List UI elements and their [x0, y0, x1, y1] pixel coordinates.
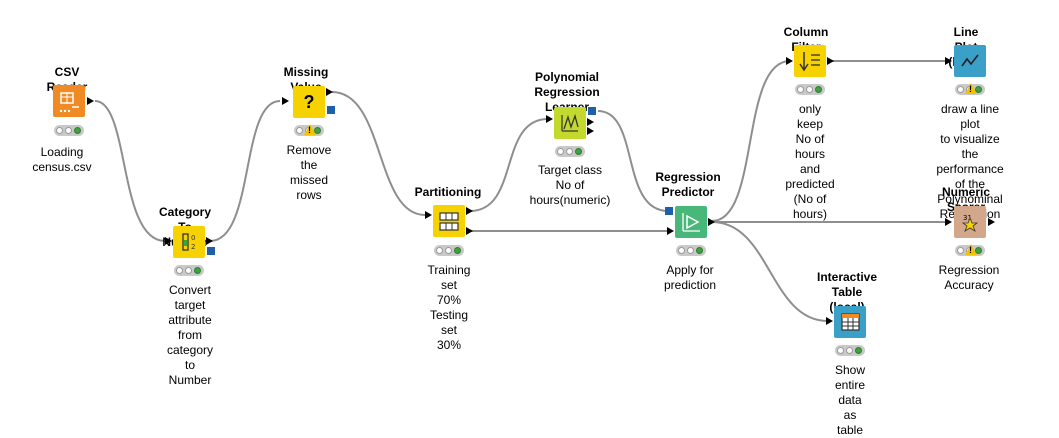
output-port-blue[interactable]	[588, 107, 596, 115]
output-port-first[interactable]	[466, 207, 473, 215]
status-lights	[174, 265, 204, 276]
svg-text:2: 2	[191, 243, 195, 251]
input-port[interactable]	[945, 218, 952, 226]
output-port[interactable]	[988, 218, 995, 226]
partitioning-icon[interactable]	[433, 205, 465, 237]
edge-category-to-missing[interactable]	[209, 100, 281, 242]
node-description: Remove the missed rows	[286, 143, 332, 202]
node-description: Apply for prediction	[663, 263, 717, 292]
status-lights	[555, 146, 585, 157]
node-title: Partitioning	[414, 185, 482, 199]
input-port[interactable]	[165, 237, 172, 245]
edge-csv-to-category[interactable]	[94, 100, 166, 242]
input-port[interactable]	[282, 97, 289, 105]
node-description: Training set 70% Testing set 30%	[427, 263, 471, 352]
output-port[interactable]	[87, 97, 94, 105]
input-port[interactable]	[425, 211, 432, 219]
question-icon[interactable]: ?	[293, 86, 325, 118]
output-port[interactable]	[827, 57, 834, 65]
status-lights	[835, 345, 865, 356]
connections-layer	[94, 60, 945, 322]
polynomial-learner-icon[interactable]	[554, 107, 586, 139]
output-port-blue[interactable]	[207, 247, 215, 255]
output-port-second[interactable]	[587, 127, 594, 135]
edge-predictor-to-filter[interactable]	[711, 60, 791, 222]
output-port[interactable]	[326, 88, 333, 96]
edge-partitioning-to-learner[interactable]	[469, 118, 549, 212]
csv-reader-icon[interactable]	[53, 85, 85, 117]
node-description: Target class No of hours(numeric)	[529, 163, 611, 207]
node-description: Regression Accuracy	[938, 263, 1000, 292]
edge-learner-to-predictor[interactable]	[597, 110, 669, 212]
warning-icon: !	[304, 124, 316, 135]
warning-icon: !	[965, 244, 977, 255]
node-description: Loading census.csv	[32, 145, 92, 174]
input-port[interactable]	[667, 227, 674, 235]
output-port[interactable]	[206, 237, 213, 245]
edge-missing-to-partitioning[interactable]	[331, 91, 426, 216]
output-port-blue[interactable]	[327, 106, 335, 114]
output-port[interactable]	[708, 218, 715, 226]
output-port-second[interactable]	[466, 227, 473, 235]
column-filter-icon[interactable]	[794, 45, 826, 77]
output-port[interactable]	[587, 118, 594, 126]
input-port[interactable]	[546, 115, 553, 123]
input-port[interactable]	[786, 57, 793, 65]
node-title: Regression Predictor	[655, 170, 721, 199]
input-port-blue[interactable]	[665, 207, 673, 215]
status-lights	[676, 245, 706, 256]
category-to-number-icon[interactable]: 0 2	[173, 226, 205, 258]
table-icon[interactable]	[834, 306, 866, 338]
svg-text:0: 0	[191, 234, 195, 242]
node-description: Show entire data as table	[834, 363, 866, 437]
node-description: only keep No of hours and predicted (No …	[785, 102, 835, 221]
status-lights	[434, 245, 464, 256]
scorer-glyph: 31	[963, 214, 972, 222]
status-lights	[795, 84, 825, 95]
line-plot-icon[interactable]	[954, 45, 986, 77]
input-port[interactable]	[945, 57, 952, 65]
input-port[interactable]	[826, 317, 833, 325]
scorer-icon[interactable]: 31	[954, 206, 986, 238]
predictor-icon[interactable]	[675, 206, 707, 238]
status-lights	[54, 125, 84, 136]
node-description: Convert target attribute from category t…	[166, 283, 214, 387]
edge-predictor-to-table[interactable]	[711, 221, 829, 322]
warning-icon: !	[965, 83, 977, 94]
